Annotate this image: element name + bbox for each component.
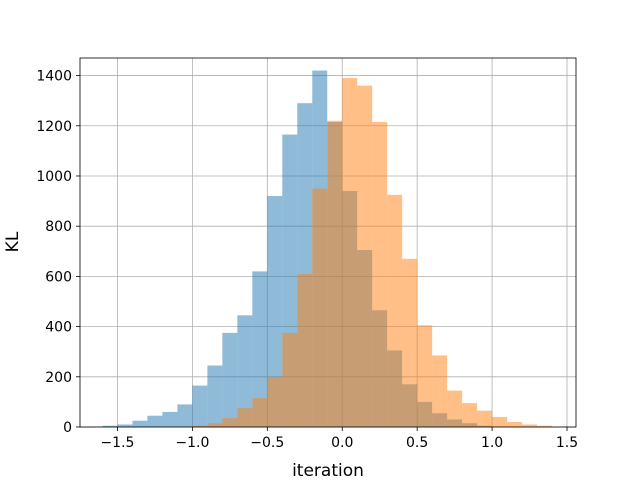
histogram-bar-series-2 xyxy=(372,122,388,428)
x-axis-title: iteration xyxy=(292,461,364,480)
histogram-bar-series-2 xyxy=(402,258,418,427)
y-tick-label: 1000 xyxy=(36,169,72,185)
histogram-bar-series-1 xyxy=(102,425,118,427)
histogram-bar-series-1 xyxy=(207,365,223,427)
histogram-bar-series-2 xyxy=(357,85,373,427)
histogram-bar-series-2 xyxy=(537,425,553,427)
histogram-bar-series-2 xyxy=(312,188,328,427)
histogram-bar-series-1 xyxy=(222,332,238,427)
histogram-bar-series-2 xyxy=(327,120,343,428)
x-tick-label: 0.0 xyxy=(331,435,353,451)
plot-frame xyxy=(79,57,577,428)
histogram-bar-series-2 xyxy=(507,421,523,427)
histogram-bar-series-2 xyxy=(342,78,358,427)
x-tick-label: 1.5 xyxy=(556,435,578,451)
histogram-bar-series-2 xyxy=(522,424,538,427)
y-axis-title: KL xyxy=(3,231,23,252)
histogram-bar-series-2 xyxy=(252,398,268,427)
histogram-bar-series-2 xyxy=(387,194,403,427)
y-tick-label: 400 xyxy=(45,320,72,336)
x-tick-label: 1.0 xyxy=(481,435,503,451)
histogram-bar-series-2 xyxy=(447,390,463,427)
histogram-bar-series-1 xyxy=(117,424,133,427)
histogram-bar-series-2 xyxy=(267,376,283,427)
histogram-bar-series-2 xyxy=(417,325,433,427)
histogram-bar-series-2 xyxy=(477,410,493,427)
histogram-bar-series-2 xyxy=(282,332,298,427)
histogram-bar-series-2 xyxy=(207,423,223,427)
y-tick-label: 800 xyxy=(45,219,72,235)
y-tick-label: 1200 xyxy=(36,119,72,135)
histogram-bar-series-2 xyxy=(237,408,253,427)
histogram-bar-series-2 xyxy=(462,403,478,427)
histogram-bar-series-1 xyxy=(192,385,208,427)
x-tick-label: −1.5 xyxy=(100,435,134,451)
histogram-bar-series-1 xyxy=(252,271,268,427)
histogram-bar-series-2 xyxy=(192,425,208,427)
histogram-bar-series-1 xyxy=(267,196,283,427)
histogram-bar-series-1 xyxy=(177,404,193,427)
histogram-bars xyxy=(102,70,553,428)
histogram-bar-series-1 xyxy=(162,411,178,427)
y-tick-label: 0 xyxy=(63,420,72,436)
x-tick-label: 0.5 xyxy=(406,435,428,451)
y-tick-label: 1400 xyxy=(36,69,72,85)
histogram-bar-series-1 xyxy=(147,415,163,427)
histogram-bar-series-2 xyxy=(492,416,508,427)
histogram-bar-series-1 xyxy=(132,420,148,427)
histogram-bar-series-1 xyxy=(237,315,253,427)
histogram-bar-series-2 xyxy=(297,273,313,427)
histogram-bar-series-2 xyxy=(432,355,448,427)
y-tick-label: 200 xyxy=(45,370,72,386)
y-axis-ticks: 0 200 400 600 800 1000 1200 1400 xyxy=(36,69,80,436)
x-axis-ticks: −1.5 −1.0 −0.5 0.0 0.5 1.0 1.5 xyxy=(100,427,578,451)
x-tick-label: −1.0 xyxy=(175,435,209,451)
histogram-bar-series-2 xyxy=(222,418,238,427)
x-tick-label: −0.5 xyxy=(250,435,284,451)
y-tick-label: 600 xyxy=(45,269,72,285)
